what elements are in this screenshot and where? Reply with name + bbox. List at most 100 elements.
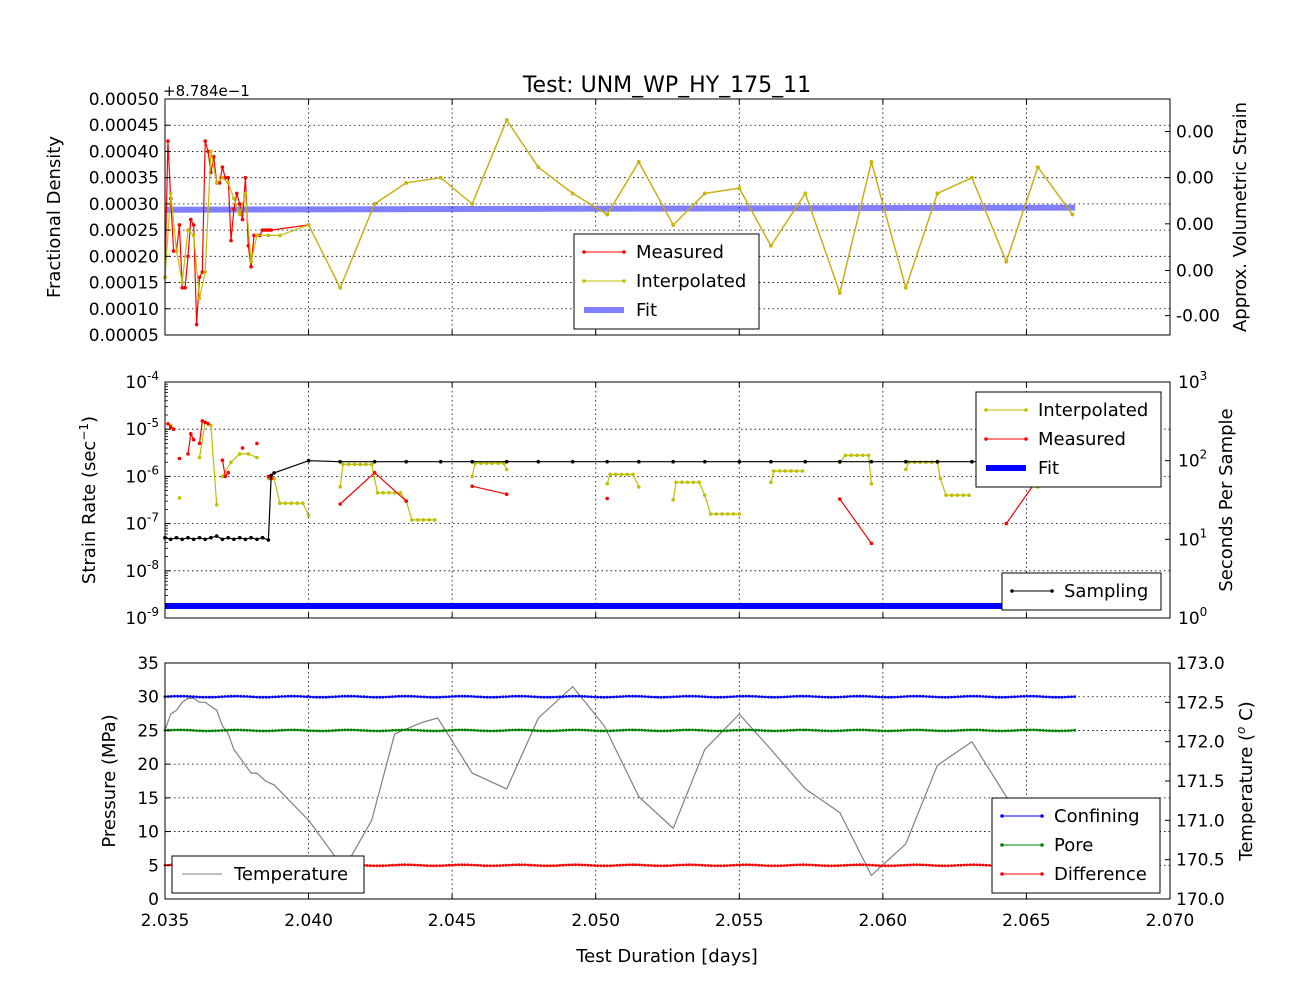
- difference-point: [893, 864, 896, 868]
- interpolated-point: [800, 469, 805, 473]
- y-tick-label: 10-6: [125, 463, 159, 487]
- difference-point: [899, 864, 903, 867]
- measured-point: [166, 139, 170, 143]
- interpolated-point: [789, 469, 793, 473]
- measured-point: [171, 249, 176, 253]
- pore-point: [637, 728, 641, 732]
- y2-tick-label-exp: 3: [1200, 369, 1208, 383]
- confining-point: [864, 694, 868, 698]
- confining-point: [826, 695, 830, 699]
- pore-point: [248, 729, 252, 732]
- difference-point: [826, 864, 830, 868]
- difference-point: [457, 863, 461, 867]
- interpolated-point: [605, 212, 609, 217]
- confining-point: [302, 695, 306, 698]
- confining-point: [318, 695, 322, 699]
- pore-point: [350, 728, 353, 732]
- pore-point: [321, 729, 325, 733]
- difference-point: [962, 863, 966, 867]
- pore-point: [912, 728, 915, 732]
- confining-point: [747, 694, 751, 698]
- temperature-legend-label: Temperature: [233, 864, 348, 885]
- y-tick-label-base: 10: [125, 373, 147, 393]
- difference-point: [871, 863, 874, 867]
- confining-point: [662, 695, 666, 699]
- pore-point: [1063, 729, 1067, 733]
- confining-point: [517, 694, 521, 698]
- interpolated-point: [338, 286, 343, 290]
- y-tick-label: 0.00015: [89, 274, 159, 294]
- pore-point: [201, 729, 205, 733]
- pore-point: [545, 729, 549, 733]
- difference-point: [744, 863, 748, 867]
- difference-point: [687, 863, 691, 867]
- confining-point: [757, 695, 761, 698]
- confining-point: [1000, 695, 1004, 699]
- sampling-point: [338, 459, 343, 464]
- confining-point: [602, 695, 606, 699]
- confining-point: [438, 695, 442, 699]
- y2-tick-label: 0.00: [1176, 169, 1214, 189]
- difference-point: [523, 863, 527, 867]
- pore-point: [646, 729, 650, 732]
- pore-point: [943, 729, 947, 733]
- interpolated-point: [605, 481, 609, 486]
- measured-point: [1004, 521, 1009, 526]
- confining-point: [1057, 695, 1061, 699]
- difference-point: [400, 863, 404, 867]
- confining-point: [807, 694, 811, 698]
- sampling-point: [904, 459, 908, 464]
- y-tick-label: 0.00025: [89, 221, 159, 241]
- interpolated-point: [433, 518, 437, 522]
- confining-point: [548, 695, 552, 699]
- interpolated-point: [866, 453, 871, 458]
- difference-point: [517, 863, 521, 867]
- difference-point: [684, 863, 688, 867]
- confining-point: [182, 694, 186, 698]
- confining-point: [719, 695, 723, 699]
- confining-point: [353, 694, 356, 698]
- confining-point: [305, 695, 309, 699]
- confining-point: [792, 695, 795, 698]
- pore-point: [997, 729, 1001, 733]
- measured-point: [226, 175, 230, 180]
- difference-point: [681, 863, 685, 867]
- sampling-point: [260, 535, 265, 540]
- confining-point: [188, 695, 192, 698]
- pore-point: [236, 728, 240, 732]
- pore-point: [1035, 728, 1039, 732]
- confining-point: [678, 695, 682, 698]
- y-tick-label-base: 10: [125, 515, 147, 535]
- confining-point: [1013, 695, 1017, 699]
- confining-point: [476, 695, 480, 699]
- difference-point: [770, 864, 773, 868]
- pore-point: [893, 729, 896, 733]
- pore-point: [274, 729, 277, 732]
- measured-point: [197, 275, 202, 280]
- pore-point: [1057, 729, 1061, 733]
- measured-point: [249, 265, 253, 269]
- confining-point: [286, 694, 290, 698]
- density-legend-label: Measured: [636, 242, 724, 263]
- measured-point: [252, 233, 256, 238]
- sampling-point: [838, 459, 842, 464]
- interpolated-point: [637, 485, 641, 489]
- interpolated-point: [803, 191, 808, 196]
- measured-point: [183, 286, 187, 290]
- difference-point: [615, 864, 619, 867]
- y-tick-label: 5: [148, 856, 159, 876]
- interpolated-point: [186, 228, 190, 232]
- difference-point: [896, 864, 900, 867]
- confining-point: [545, 695, 549, 699]
- pore-point: [877, 729, 881, 733]
- y2-tick-label: 172.0: [1176, 733, 1225, 753]
- difference-point: [530, 863, 533, 867]
- confining-point: [583, 695, 587, 698]
- sampling-point: [869, 459, 874, 464]
- difference-point: [621, 863, 625, 867]
- confining-point: [327, 695, 331, 699]
- measured-line: [472, 485, 507, 495]
- pore-point: [883, 729, 887, 733]
- confining-point: [684, 694, 688, 698]
